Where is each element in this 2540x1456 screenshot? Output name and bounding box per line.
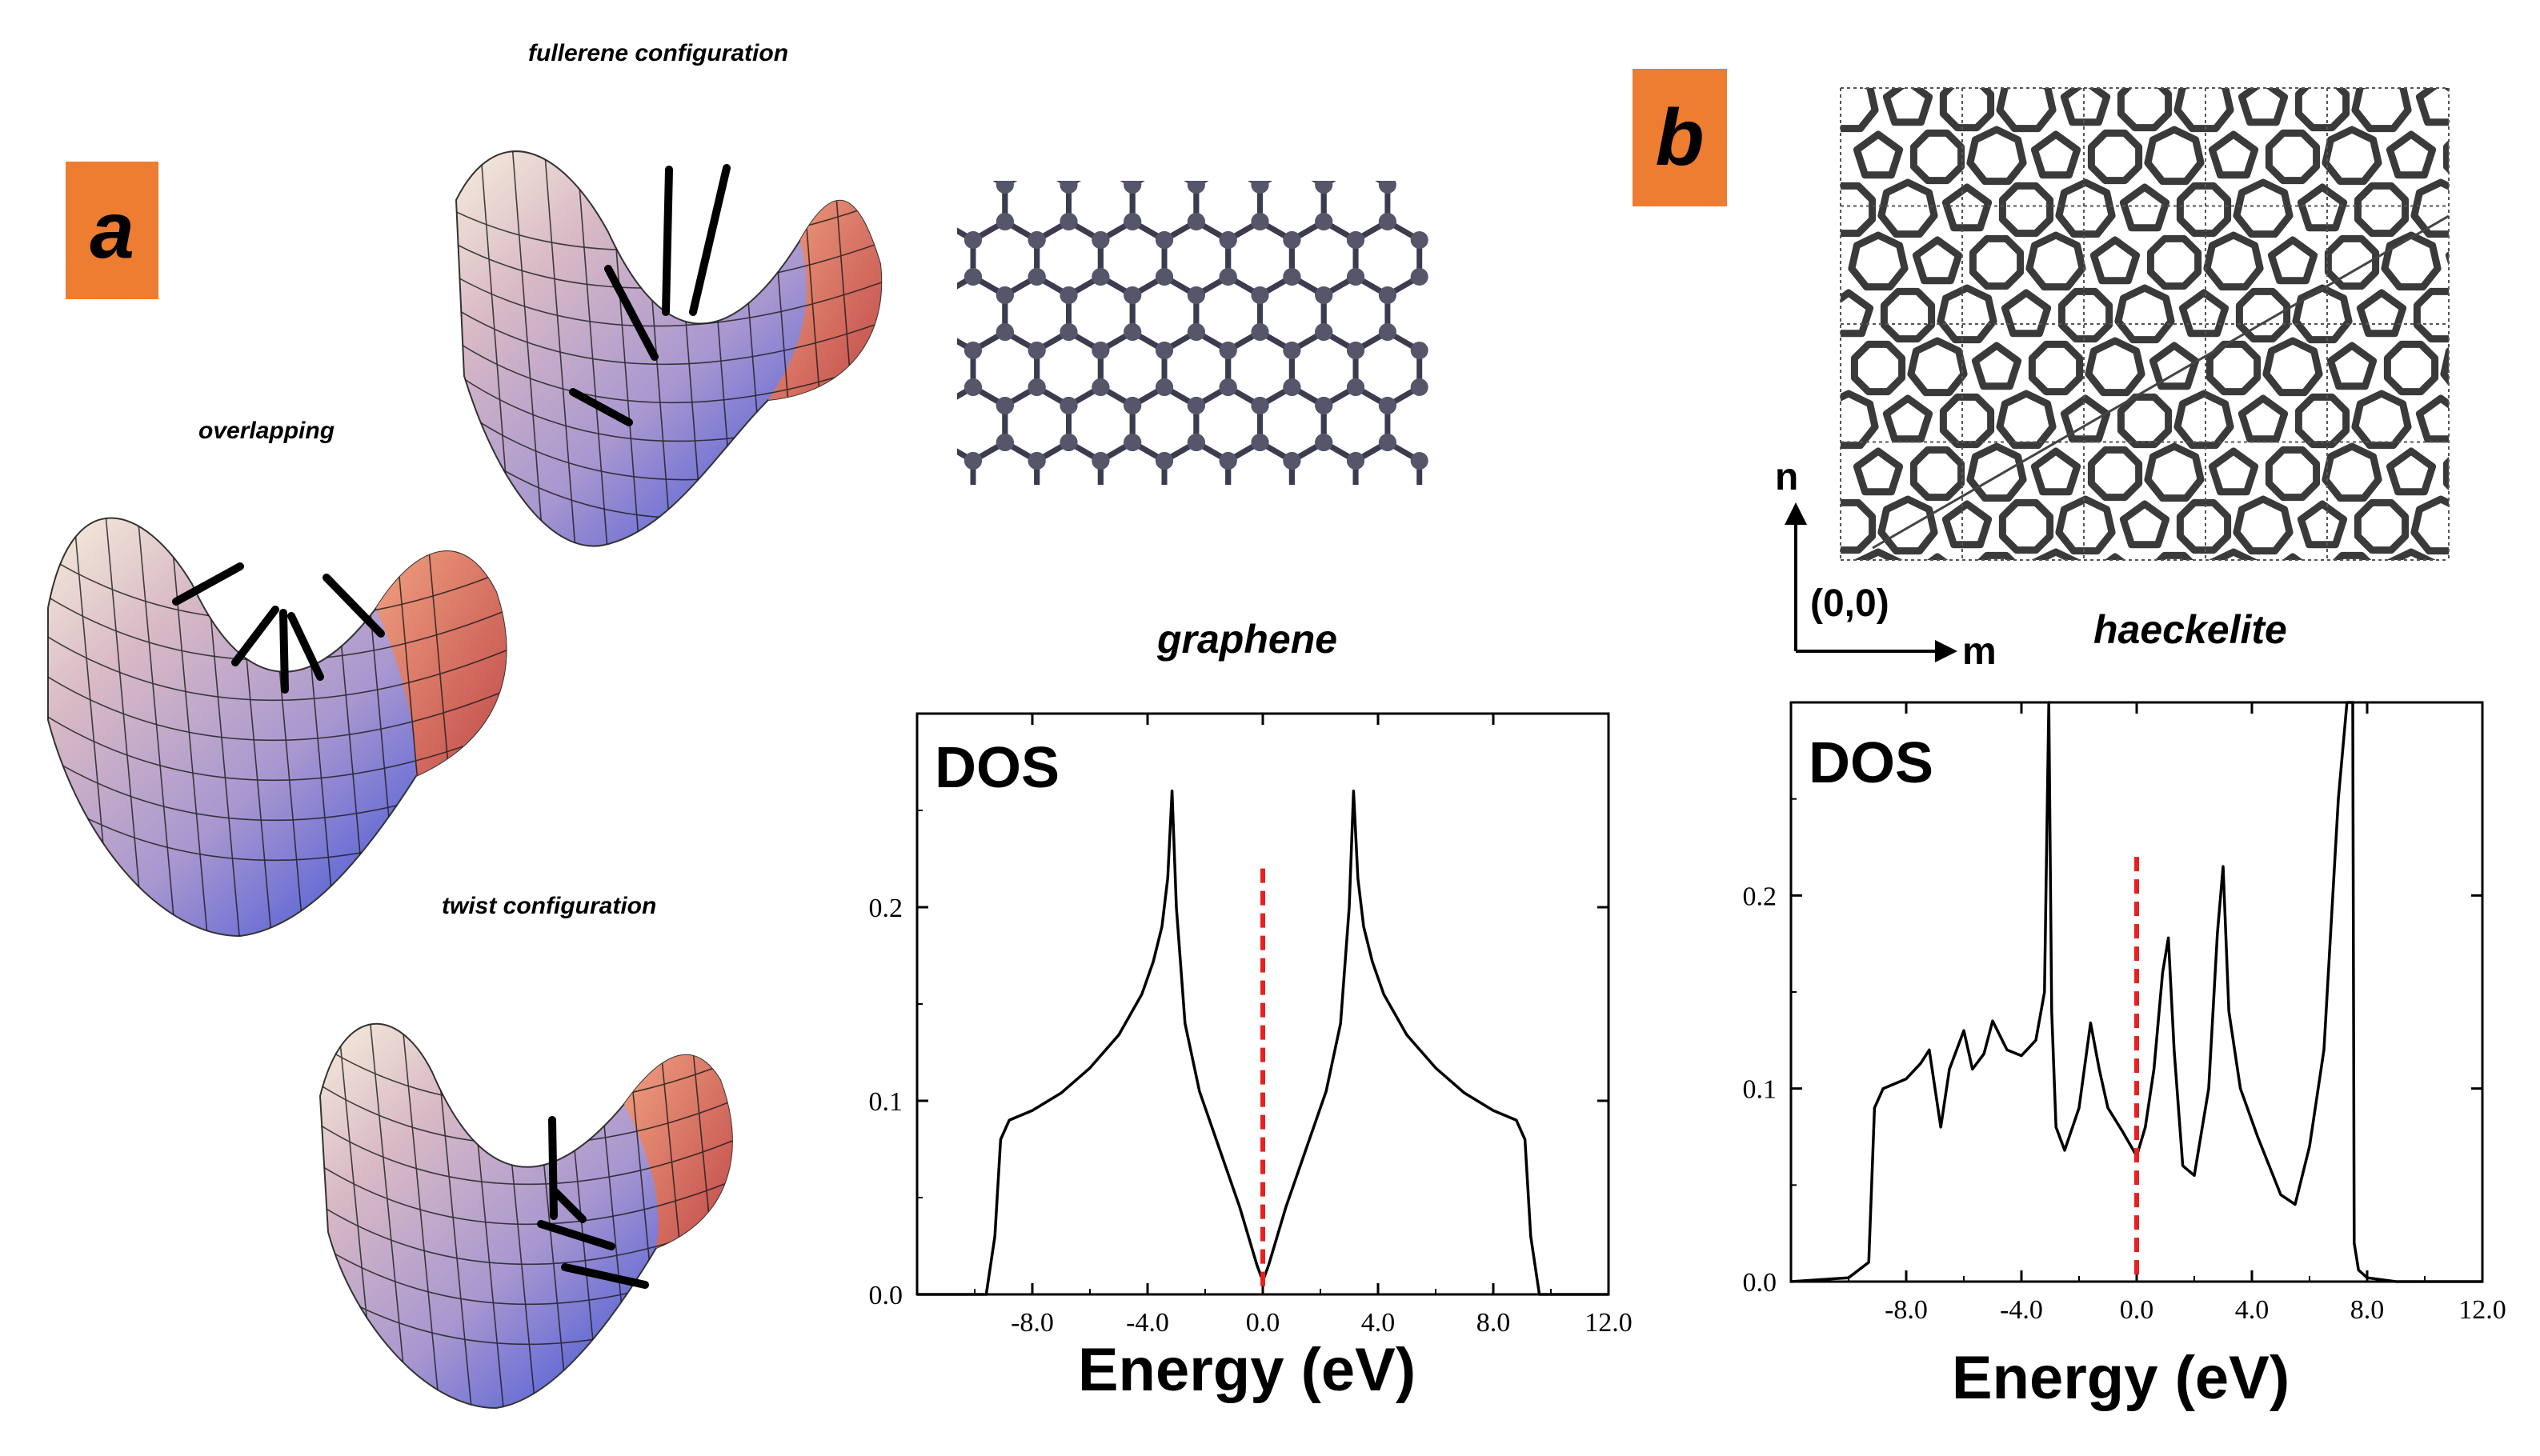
x-axis-title: Energy (eV)	[1952, 1344, 2290, 1412]
y-tick-label: 0.1	[1743, 1075, 1777, 1105]
y-tick-label: 0.2	[869, 894, 903, 923]
y-tick-label: 0.2	[1743, 882, 1777, 911]
x-tick-label: -4.0	[2000, 1295, 2043, 1325]
x-tick-label: 8.0	[1476, 1308, 1511, 1338]
saddle-fullerene	[448, 144, 888, 560]
dos-inset-label: DOS	[1809, 731, 1933, 795]
graphene-title: graphene	[1157, 616, 1337, 662]
x-tick-label: 12.0	[1584, 1308, 1633, 1338]
x-tick-label: -8.0	[1011, 1308, 1054, 1338]
haeckelite-lattice: n m (0,0)	[1761, 72, 2529, 680]
panel-b-badge: b	[1633, 69, 1727, 206]
x-tick-label: 12.0	[2458, 1295, 2506, 1325]
x-tick-label: 4.0	[2235, 1295, 2270, 1325]
dos-inset-label: DOS	[935, 736, 1060, 800]
x-tick-label: 0.0	[1246, 1308, 1280, 1338]
x-tick-label: -8.0	[1885, 1295, 1928, 1325]
x-tick-label: -4.0	[1126, 1308, 1169, 1338]
x-tick-label: 0.0	[2120, 1295, 2154, 1325]
x-tick-label: 4.0	[1361, 1308, 1396, 1338]
graphene-dos-chart: -8.0 -4.0 0.0 4.0 8.0 12.0 0.0 0.1 0.2 DOS Energy …	[832, 688, 1633, 1424]
y-tick-label: 0.1	[869, 1087, 903, 1117]
x-axis-title: Energy (eV)	[1078, 1336, 1416, 1404]
saddle-overlapping	[40, 496, 512, 944]
axis-m-label: m	[1962, 630, 1997, 673]
saddle-twist	[312, 1000, 744, 1416]
haeckelite-dos-chart: -8.0 -4.0 0.0 4.0 8.0 12.0 0.0 0.1 0.2 DOS Energy …	[1721, 688, 2540, 1440]
origin-label: (0,0)	[1810, 582, 1889, 625]
y-tick-label: 0.0	[1743, 1268, 1777, 1298]
x-tick-label: 8.0	[2350, 1295, 2385, 1325]
saddle-surfaces	[0, 0, 920, 1456]
haeckelite-title: haeckelite	[2093, 606, 2287, 653]
y-tick-label: 0.0	[869, 1281, 903, 1310]
figure-canvas: a fullerene configuration overlapping tw…	[0, 0, 2540, 1456]
graphene-lattice	[957, 181, 1552, 485]
axis-n-label: n	[1775, 456, 1798, 498]
